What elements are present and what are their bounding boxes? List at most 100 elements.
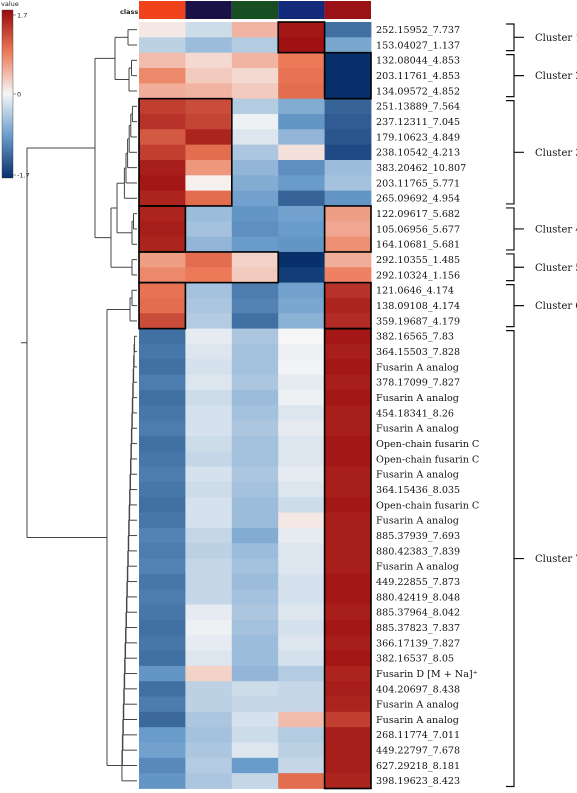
- row-label: 251.13889_7.564: [376, 102, 460, 113]
- color-legend: value 1.7 0 -1.7: [1, 0, 30, 180]
- heatmap-cell: [324, 313, 372, 329]
- heatmap-cell: [231, 681, 279, 697]
- row-label: 121.0646_4.174: [376, 286, 454, 297]
- cluster-label: Cluster 3: [535, 148, 577, 159]
- heatmap-cell: [278, 711, 325, 728]
- heatmap-cell: [324, 22, 372, 38]
- row-label: 292.10355_1.485: [376, 255, 460, 266]
- heatmap-cell: [324, 374, 372, 391]
- heatmap-cell: [231, 466, 279, 483]
- row-label: 153.04027_1.137: [376, 40, 460, 51]
- heatmap-cell: [278, 159, 325, 176]
- heatmap-cell: [139, 190, 186, 207]
- heatmap-cell: [185, 619, 233, 636]
- heatmap-cell: [278, 37, 325, 54]
- heatmap-cell: [231, 98, 279, 115]
- row-label: 454.18341_8.26: [376, 408, 454, 419]
- heatmap-cell: [139, 374, 186, 391]
- heatmap-cell: [231, 420, 279, 437]
- heatmap-cell: [231, 83, 279, 100]
- class-color-bar: [139, 1, 371, 19]
- row-label: Open-chain fusarin C: [376, 454, 479, 465]
- heatmap-cell: [185, 757, 233, 774]
- heatmap-cell: [278, 696, 325, 713]
- heatmap-cell: [231, 359, 279, 375]
- heatmap-cell: [185, 190, 233, 207]
- heatmap-cell: [231, 405, 279, 421]
- heatmap-cell: [278, 236, 325, 253]
- heatmap-cell: [278, 681, 325, 697]
- heatmap-cell: [185, 696, 233, 713]
- cluster-bracket: [506, 253, 524, 282]
- heatmap-cell: [139, 435, 186, 452]
- heatmap-cell: [231, 757, 279, 774]
- cluster-label: Cluster 1: [535, 33, 577, 44]
- heatmap-cell: [324, 543, 372, 559]
- heatmap-cell: [324, 52, 372, 69]
- heatmap-cell: [324, 236, 372, 253]
- cluster-label: Cluster 7: [535, 554, 577, 565]
- cluster-label: Cluster 2: [535, 71, 577, 82]
- heatmap-cell: [139, 604, 186, 621]
- row-label: 382.16565_7.83: [376, 332, 454, 343]
- heatmap-cell: [231, 435, 279, 452]
- heatmap-cell: [139, 466, 186, 483]
- heatmap-cell: [231, 665, 279, 682]
- heatmap-cell: [324, 773, 372, 789]
- row-label: 364.15503_7.828: [376, 347, 460, 358]
- row-label: 179.10623_4.849: [376, 132, 460, 143]
- heatmap-cell: [185, 773, 233, 789]
- heatmap-cell: [185, 129, 233, 146]
- heatmap-cell: [139, 328, 186, 345]
- heatmap-cell: [139, 22, 186, 38]
- row-label: Fusarin A analog: [376, 424, 459, 435]
- heatmap-cell: [231, 282, 279, 299]
- heatmap-cell: [324, 466, 372, 483]
- legend-title: value: [1, 0, 19, 8]
- heatmap-cell: [139, 359, 186, 375]
- heatmap-cell: [278, 98, 325, 115]
- heatmap-cell: [231, 251, 279, 268]
- heatmap-cell: [185, 37, 233, 54]
- heatmap-cell: [185, 650, 233, 667]
- heatmap-cell: [231, 711, 279, 728]
- heatmap-cell: [231, 343, 279, 360]
- heatmap-cell: [231, 159, 279, 176]
- heatmap-cell: [278, 573, 325, 590]
- heatmap-cell: [139, 635, 186, 651]
- heatmap-cell: [324, 389, 372, 406]
- legend-min-label: -1.7: [17, 172, 30, 180]
- heatmap-cell: [231, 773, 279, 789]
- class-color-cell: [278, 1, 325, 19]
- heatmap-cell: [139, 52, 186, 69]
- heatmap-cell: [231, 236, 279, 253]
- heatmap-cell: [324, 757, 372, 774]
- heatmap-cell: [185, 328, 233, 345]
- heatmap-cell: [278, 389, 325, 406]
- heatmap-cell: [185, 558, 233, 575]
- heatmap-cell: [278, 742, 325, 759]
- heatmap-cell: [139, 589, 186, 605]
- heatmap-cell: [139, 83, 186, 100]
- heatmap-cell: [139, 113, 186, 130]
- row-label: 404.20697_8.438: [376, 684, 460, 695]
- row-label: 134.09572_4.852: [376, 86, 460, 97]
- heatmap-cell: [278, 773, 325, 789]
- heatmap-cell: [185, 711, 233, 728]
- row-label: 627.29218_8.181: [376, 761, 460, 772]
- heatmap-cell: [231, 297, 279, 314]
- class-color-cell: [324, 1, 371, 19]
- heatmap-cell: [139, 98, 186, 115]
- row-label: 885.37823_7.837: [376, 623, 460, 634]
- row-label: 237.12311_7.045: [376, 117, 460, 128]
- heatmap-cell: [231, 313, 279, 329]
- heatmap-cell: [324, 635, 372, 651]
- heatmap-cell: [324, 83, 372, 100]
- heatmap-cell: [231, 696, 279, 713]
- heatmap-cell: [324, 343, 372, 360]
- heatmap-cell: [278, 619, 325, 636]
- heatmap-cell: [324, 420, 372, 437]
- heatmap-cell: [185, 205, 233, 222]
- heatmap-cell: [185, 159, 233, 176]
- heatmap-cell: [324, 359, 372, 375]
